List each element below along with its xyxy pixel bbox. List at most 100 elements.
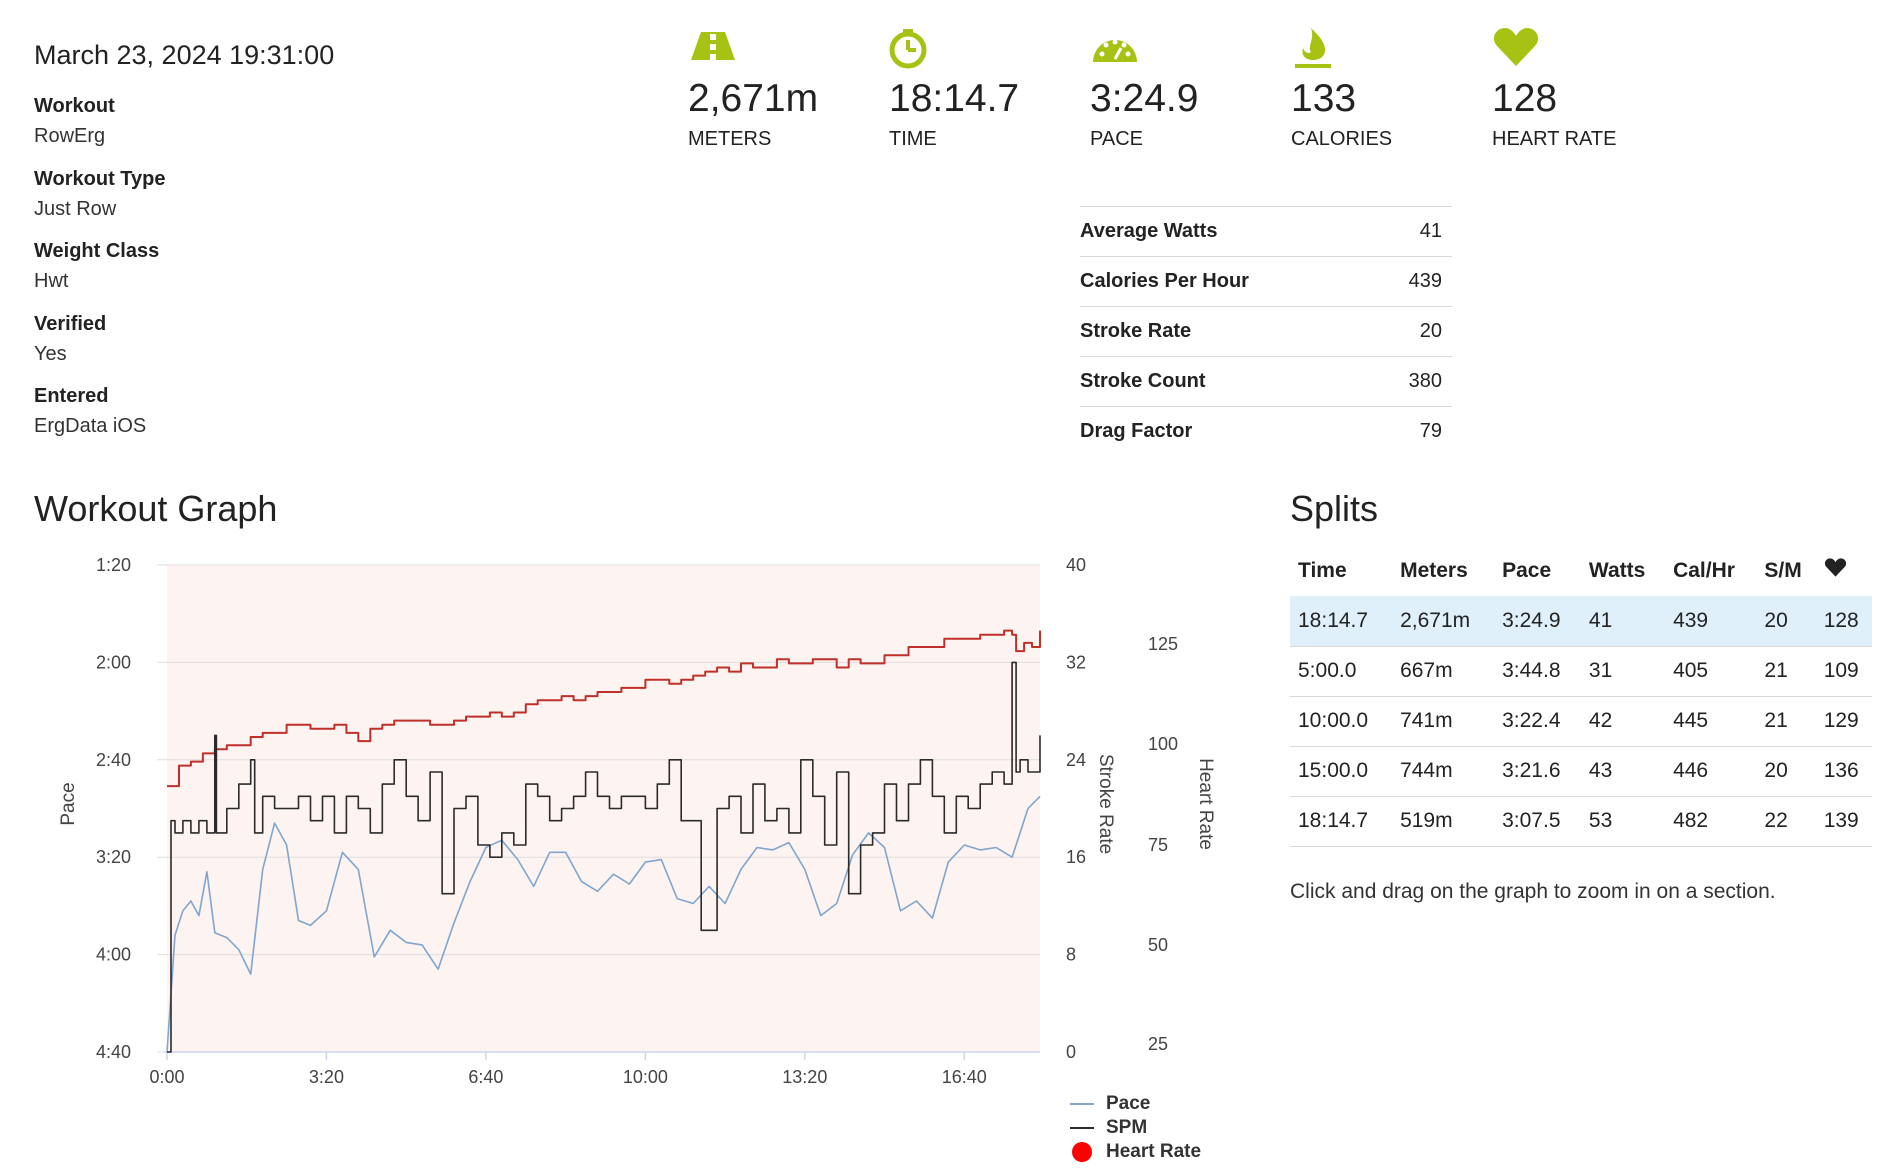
detail-label: Weight Class [34, 240, 160, 263]
splits-cell: 18:14.7 [1290, 796, 1393, 847]
splits-cell: 744m [1392, 746, 1495, 797]
stroke-rate-tick-label: 40 [1066, 555, 1086, 575]
splits-cell: 3:21.6 [1494, 746, 1581, 797]
splits-cell: 43 [1580, 746, 1666, 797]
metric-value: 41 [1376, 206, 1452, 257]
pace-tick-label: 3:20 [96, 847, 131, 867]
metrics-table: Average Watts 41 Calories Per Hour 439 S… [1080, 206, 1452, 457]
pace-tick-label: 2:40 [96, 750, 131, 770]
zoom-hint: Click and drag on the graph to zoom in o… [1290, 880, 1776, 903]
stat-value: 18:14.7 [889, 77, 1020, 120]
detail-label: Workout [34, 95, 115, 117]
column-header: Cal/Hr [1673, 559, 1735, 582]
splits-cell: 109 [1815, 646, 1872, 697]
splits-cell: 53 [1580, 796, 1666, 847]
heart-rate-axis-title: Heart Rate [1195, 758, 1216, 850]
heart-rate-tick-label: 75 [1148, 835, 1168, 855]
pace-tick-label: 1:20 [96, 555, 131, 575]
legend-item-pace[interactable]: Pace [1070, 1092, 1201, 1116]
splits-cell: 445 [1665, 696, 1757, 747]
chart-legend: Pace SPM Heart Rate [1070, 1092, 1201, 1164]
detail-value: Hwt [34, 270, 69, 293]
column-header: Meters [1400, 559, 1468, 582]
heart-icon [1493, 28, 1539, 66]
detail-verified: Verified Yes [34, 310, 434, 383]
legend-label: SPM [1106, 1117, 1148, 1138]
splits-header-row: Time Meters Pace Watts Cal/Hr S/M [1290, 546, 1872, 596]
splits-cell: 22 [1756, 796, 1816, 847]
stat-time: 18:14.7 TIME [889, 26, 1079, 151]
column-header: Watts [1588, 559, 1646, 582]
splits-cell: 21 [1756, 646, 1816, 697]
metric-label: Calories Per Hour [1080, 256, 1376, 307]
splits-row: 10:00.0 741m 3:22.4 42 445 21 129 [1290, 696, 1872, 747]
x-tick-label: 16:40 [942, 1067, 987, 1087]
stat-value: 2,671m [688, 77, 819, 120]
splits-cell: 3:07.5 [1494, 796, 1581, 847]
stat-heart-rate: 128 HEART RATE [1492, 26, 1682, 151]
metric-value: 380 [1376, 356, 1452, 407]
stroke-rate-tick-label: 32 [1066, 652, 1086, 672]
detail-label: Workout Type [34, 167, 166, 190]
heart-icon [1824, 558, 1846, 577]
stat-caption: PACE [1090, 128, 1143, 150]
detail-entered: Entered ErgData iOS [34, 382, 434, 455]
splits-row: 18:14.7 519m 3:07.5 53 482 22 139 [1290, 796, 1872, 847]
detail-label: Verified [34, 312, 107, 335]
pace-axis-title: Pace [58, 782, 79, 825]
splits-cell: 20 [1756, 596, 1816, 647]
stat-caption: HEART RATE [1492, 128, 1617, 150]
legend-label: Pace [1106, 1093, 1151, 1114]
splits-cell: 41 [1580, 596, 1666, 647]
splits-cell: 405 [1665, 646, 1757, 697]
stopwatch-icon [889, 29, 927, 69]
splits-cell: 18:14.7 [1290, 596, 1393, 647]
metric-value: 79 [1376, 406, 1452, 457]
legend-item-spm[interactable]: SPM [1070, 1116, 1201, 1140]
workout-graph-title: Workout Graph [34, 488, 278, 529]
road-icon [691, 32, 735, 60]
stroke-rate-tick-label: 24 [1066, 750, 1086, 770]
metric-row: Average Watts 41 [1080, 206, 1452, 257]
speedometer-icon [1093, 39, 1137, 62]
splits-cell: 15:00.0 [1290, 746, 1393, 797]
stat-meters: 2,671m METERS [688, 26, 878, 151]
heart-rate-tick-label: 25 [1148, 1034, 1168, 1054]
plot-area [167, 565, 1040, 1052]
splits-cell: 31 [1580, 646, 1666, 697]
splits-table: Time Meters Pace Watts Cal/Hr S/M 18:14.… [1290, 546, 1872, 847]
splits-row: 15:00.0 744m 3:21.6 43 446 20 136 [1290, 746, 1872, 797]
stat-calories: 133 CALORIES [1291, 26, 1481, 151]
detail-workout-type: Workout Type Just Row [34, 165, 434, 238]
metric-row: Calories Per Hour 439 [1080, 256, 1452, 307]
flame-icon [1295, 28, 1331, 68]
stat-caption: METERS [688, 128, 772, 150]
x-tick-label: 3:20 [309, 1067, 344, 1087]
column-header: S/M [1764, 559, 1802, 582]
splits-cell: 439 [1665, 596, 1757, 647]
splits-cell: 519m [1392, 796, 1495, 847]
column-header: Pace [1502, 559, 1552, 582]
legend-item-heart-rate[interactable]: Heart Rate [1070, 1140, 1201, 1164]
stat-caption: CALORIES [1291, 128, 1393, 150]
x-tick-label: 0:00 [149, 1067, 184, 1087]
detail-label: Entered [34, 385, 109, 408]
splits-cell: 667m [1392, 646, 1495, 697]
metric-label: Drag Factor [1080, 406, 1376, 457]
x-tick-label: 13:20 [782, 1067, 827, 1087]
workout-graph[interactable]: 1:20 40 2:00 32 2:40 24 3:20 16 4:00 8 4:40 0 125 100… [0, 540, 1240, 1100]
heart-rate-tick-label: 50 [1148, 935, 1168, 955]
stat-caption: TIME [889, 128, 937, 150]
splits-cell: 139 [1815, 796, 1872, 847]
stat-value: 133 [1291, 77, 1357, 120]
heart-rate-tick-label: 125 [1148, 634, 1178, 654]
metric-label: Stroke Rate [1080, 306, 1376, 357]
detail-value: ErgData iOS [34, 415, 147, 438]
heart-rate-tick-label: 100 [1148, 734, 1178, 754]
stroke-rate-axis-title: Stroke Rate [1095, 754, 1116, 854]
heart-rate-swatch [1072, 1142, 1092, 1162]
stroke-rate-tick-label: 8 [1066, 945, 1076, 965]
splits-cell: 741m [1392, 696, 1495, 747]
splits-cell: 20 [1756, 746, 1816, 797]
splits-cell: 42 [1580, 696, 1666, 747]
